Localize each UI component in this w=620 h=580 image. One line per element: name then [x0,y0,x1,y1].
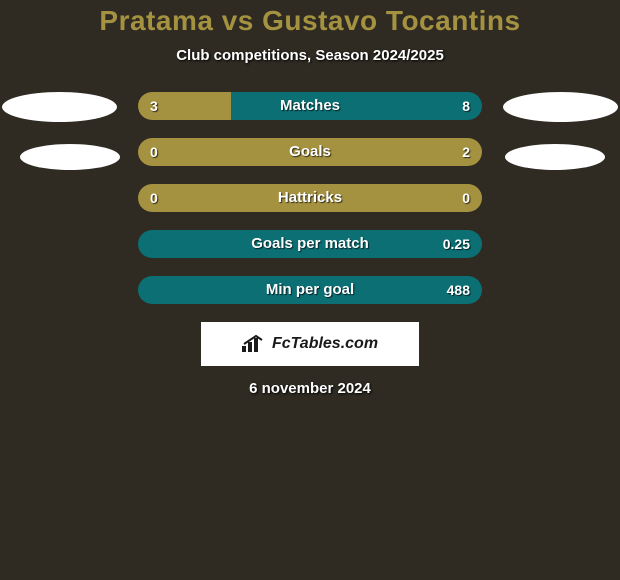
stat-row-hattricks: 0 Hattricks 0 [138,184,482,212]
stat-rows: 3 Matches 8 0 Goals 2 0 Hattricks [138,92,482,304]
stat-label: Matches [138,92,482,120]
brand-text: FcTables.com [272,335,378,353]
stat-row-goals: 0 Goals 2 [138,138,482,166]
stat-value-right: 8 [462,92,470,120]
player-marker-left-2 [20,144,120,170]
stat-row-goals-per-match: Goals per match 0.25 [138,230,482,258]
stat-label: Goals per match [138,230,482,258]
stat-value-right: 488 [447,276,470,304]
stat-row-min-per-goal: Min per goal 488 [138,276,482,304]
stat-label: Hattricks [138,184,482,212]
stat-label: Min per goal [138,276,482,304]
comparison-widget: Pratama vs Gustavo Tocantins Club compet… [0,0,620,397]
page-title: Pratama vs Gustavo Tocantins [0,5,620,37]
stat-label: Goals [138,138,482,166]
subtitle: Club competitions, Season 2024/2025 [0,47,620,64]
stat-value-right: 0 [462,184,470,212]
stat-row-matches: 3 Matches 8 [138,92,482,120]
stat-value-right: 0.25 [443,230,470,258]
stat-value-right: 2 [462,138,470,166]
player-marker-right-2 [505,144,605,170]
chart-icon [242,334,268,354]
player-marker-right-1 [503,92,618,122]
stats-area: 3 Matches 8 0 Goals 2 0 Hattricks [0,92,620,304]
brand-link[interactable]: FcTables.com [201,322,419,366]
player-marker-left-1 [2,92,117,122]
date-label: 6 november 2024 [0,380,620,397]
